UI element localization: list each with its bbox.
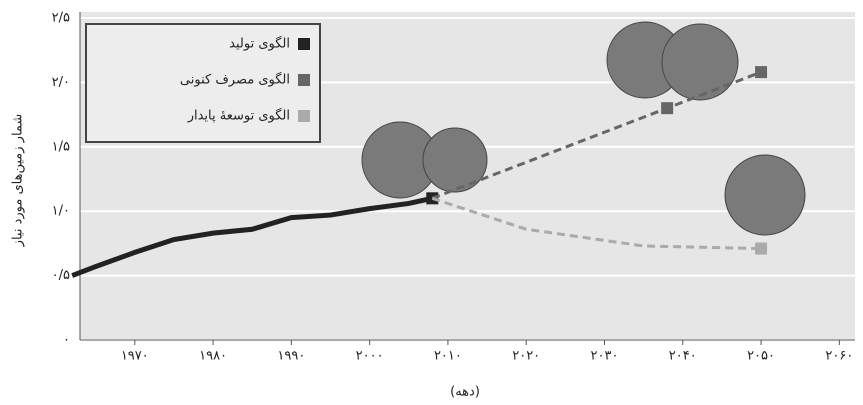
- x-axis-label: (دهه): [450, 385, 480, 400]
- legend-swatch: [298, 38, 310, 50]
- legend-label: الگوی توسعهٔ پایدار: [187, 108, 290, 124]
- y-tick-label: ۱/۵: [52, 139, 70, 154]
- legend-label: الگوی مصرف کنونی: [180, 72, 290, 88]
- x-tick-label: ۲۰۰۰: [356, 349, 384, 364]
- x-tick-label: ۱۹۹۰: [277, 349, 305, 364]
- x-tick-label: ۱۹۸۰: [199, 349, 227, 364]
- y-tick-label: ۱/۰: [52, 204, 70, 219]
- y-tick-label: ۲/۵: [52, 11, 70, 26]
- x-tick-label: ۲۰۳۰: [591, 349, 619, 364]
- y-axis-label: شمار زمین‌های مورد نیاز: [11, 114, 26, 248]
- legend-swatch: [298, 74, 310, 86]
- globes: [361, 21, 806, 236]
- x-tick-label: ۲۰۲۰: [512, 349, 540, 364]
- legend-swatch: [298, 110, 310, 122]
- x-tick-label: ۲۰۶۰: [825, 349, 853, 364]
- y-tick-label: ۰: [63, 333, 70, 348]
- series-line: [71, 195, 433, 278]
- point-marker: [755, 66, 768, 79]
- x-tick-label: ۲۰۴۰: [669, 349, 697, 364]
- y-tick-label: ۰/۵: [52, 268, 70, 283]
- legend: [85, 23, 321, 143]
- legend-label: الگوی تولید: [229, 36, 290, 52]
- point-marker: [755, 242, 768, 255]
- series-line: [431, 196, 762, 251]
- point-marker: [661, 102, 674, 115]
- x-tick-label: ۲۰۱۰: [434, 349, 462, 364]
- x-tick-label: ۲۰۵۰: [747, 349, 775, 364]
- x-tick-label: ۱۹۷۰: [121, 349, 149, 364]
- y-tick-label: ۲/۰: [52, 75, 70, 90]
